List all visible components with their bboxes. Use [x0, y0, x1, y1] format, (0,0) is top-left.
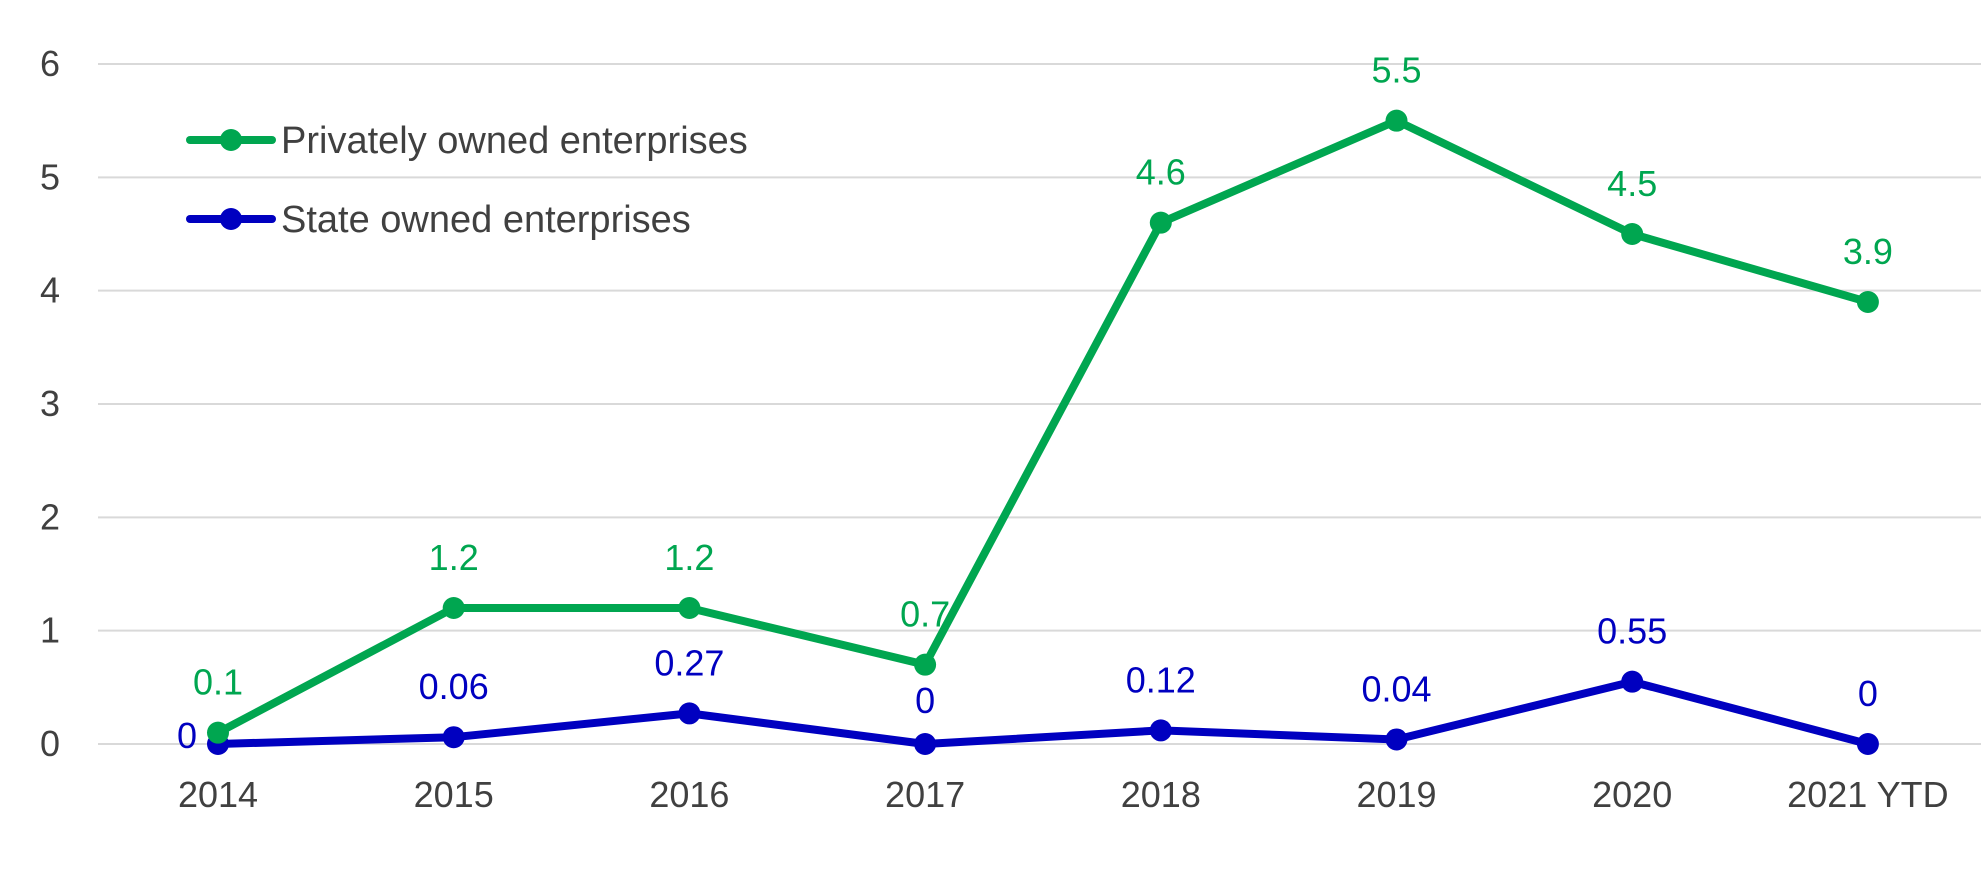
y-tick-label: 5 — [40, 156, 60, 197]
data-point — [1385, 728, 1408, 751]
data-point — [1856, 733, 1879, 755]
x-tick-label: 2021 YTD — [1787, 774, 1948, 815]
x-tick-label: 2017 — [885, 774, 965, 815]
y-tick-label: 4 — [40, 270, 60, 311]
y-tick-label: 3 — [40, 383, 60, 424]
series-state — [207, 670, 1879, 755]
data-point — [442, 597, 465, 619]
legend: Privately owned enterprises State owned … — [186, 120, 748, 241]
legend-item-private: Privately owned enterprises — [186, 120, 748, 162]
data-point — [1621, 223, 1644, 245]
x-axis: 2014 2015 2016 2017 2018 2019 2020 2021 YTD — [178, 774, 1949, 815]
legend-marker-state — [220, 208, 242, 230]
y-tick-label: 1 — [40, 610, 60, 651]
data-point — [1149, 719, 1172, 742]
data-label: 0.06 — [419, 666, 489, 707]
x-tick-label: 2014 — [178, 774, 258, 815]
series-private — [207, 109, 1879, 744]
x-tick-label: 2020 — [1592, 774, 1672, 815]
series-layer — [207, 109, 1879, 755]
series-line — [214, 677, 1872, 748]
data-point — [914, 653, 937, 676]
legend-label-state: State owned enterprises — [281, 199, 691, 241]
data-point — [1856, 291, 1879, 313]
legend-marker-private — [220, 129, 242, 151]
x-tick-label: 2015 — [414, 774, 494, 815]
gridlines — [98, 63, 1981, 745]
data-point — [1621, 670, 1644, 693]
data-label: 0.27 — [654, 642, 724, 683]
data-label: 5.5 — [1371, 50, 1421, 91]
y-axis: 0 1 2 3 4 5 6 — [40, 43, 60, 764]
data-point — [1385, 109, 1408, 132]
data-label: 0.12 — [1126, 659, 1196, 700]
data-label: 0 — [177, 715, 197, 756]
x-tick-label: 2019 — [1356, 774, 1436, 815]
x-tick-label: 2018 — [1121, 774, 1201, 815]
data-point — [442, 726, 465, 749]
data-label: 4.6 — [1136, 152, 1186, 193]
data-point — [914, 733, 937, 755]
data-label: 0 — [915, 680, 935, 721]
data-label: 1.2 — [664, 537, 714, 578]
data-point — [1149, 211, 1172, 234]
data-label: 4.5 — [1607, 163, 1657, 204]
data-label: 0.7 — [900, 594, 950, 635]
data-point — [678, 597, 701, 619]
data-label: 0.04 — [1361, 668, 1431, 709]
data-label: 0.1 — [193, 662, 243, 703]
y-tick-label: 6 — [40, 43, 60, 84]
data-label: 0 — [1858, 673, 1878, 714]
y-tick-label: 0 — [40, 723, 60, 764]
legend-label-private: Privately owned enterprises — [281, 120, 748, 162]
data-point — [207, 721, 229, 744]
data-label: 0.55 — [1597, 611, 1667, 652]
x-tick-label: 2016 — [649, 774, 729, 815]
data-label: 1.2 — [429, 537, 479, 578]
data-labels: 0 0.06 0.27 0 0.12 0.04 0.55 0 0.1 1.2 1.2 0.7 4.6 5.… — [177, 50, 1893, 756]
data-point — [678, 702, 701, 725]
legend-item-state: State owned enterprises — [186, 199, 691, 241]
data-label: 3.9 — [1843, 231, 1893, 272]
y-tick-label: 2 — [40, 496, 60, 537]
series-line — [214, 116, 1872, 737]
